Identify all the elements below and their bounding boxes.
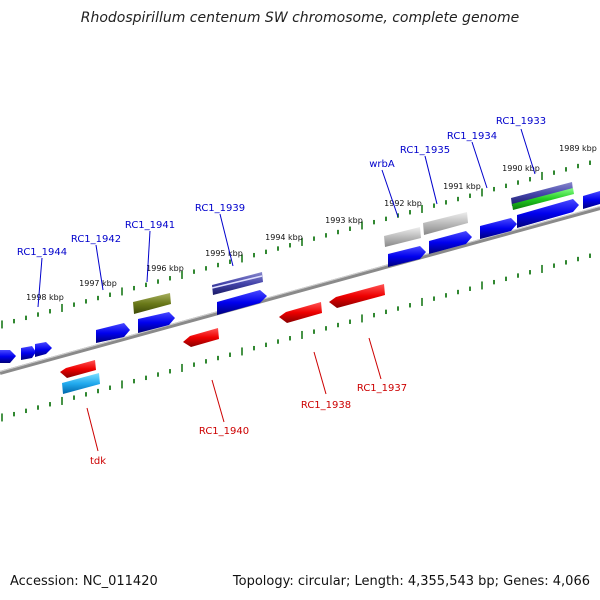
kbp-label: 1998 kbp: [26, 293, 64, 302]
kbp-label: 1989 kbp: [559, 144, 597, 153]
kbp-label: 1996 kbp: [146, 264, 184, 273]
gene-label[interactable]: RC1_1937: [357, 383, 407, 394]
gene-arrow-rc1-1935[interactable]: [423, 212, 468, 235]
gene-stripe: [211, 275, 263, 289]
gene-arrow-rc1-1939[interactable]: [212, 272, 263, 295]
leader-line: [211, 379, 225, 423]
reverse-strand-genes: [60, 284, 385, 394]
gene-label[interactable]: RC1_1942: [71, 234, 121, 245]
kbp-label: 1992 kbp: [384, 199, 422, 208]
gene-arrow[interactable]: [583, 191, 600, 209]
accession-text: Accession: NC_011420: [10, 574, 158, 589]
leader-line: [368, 337, 382, 380]
kbp-label: 1997 kbp: [79, 279, 117, 288]
kbp-label: 1990 kbp: [502, 164, 540, 173]
leader-line: [37, 257, 43, 308]
gene-arrow-wrba[interactable]: [384, 227, 421, 247]
leader-line: [219, 213, 234, 267]
leader-line: [313, 351, 327, 395]
leader-line: [381, 169, 399, 218]
gene-label[interactable]: wrbA: [369, 159, 395, 170]
gene-label[interactable]: tdk: [90, 456, 106, 467]
gene-arrow[interactable]: [517, 199, 579, 228]
leader-line: [95, 244, 104, 291]
reverse-tick-track: [1, 253, 591, 422]
leader-line: [86, 407, 99, 452]
gene-arrow-rc1-1938[interactable]: [279, 302, 322, 323]
gene-label[interactable]: RC1_1940: [199, 426, 249, 437]
gene-arrow[interactable]: [35, 342, 52, 357]
gene-arrow[interactable]: [138, 312, 175, 333]
forward-strand-genes: [0, 182, 600, 363]
gene-arrow-green[interactable]: [512, 188, 574, 210]
gene-arrow[interactable]: [96, 323, 130, 343]
chromosome-backbone-highlight: [0, 206, 600, 372]
leader-line: [424, 155, 438, 205]
kbp-label: 1991 kbp: [443, 182, 481, 191]
page-title: Rhodospirillum centenum SW chromosome, c…: [81, 10, 520, 26]
leader-line: [520, 128, 536, 175]
leader-line: [471, 141, 488, 189]
gene-arrow-rc1-1940[interactable]: [183, 328, 219, 347]
leader-line: [146, 230, 151, 283]
gene-arrow-rc1-1941[interactable]: [133, 293, 171, 314]
gene-arrow[interactable]: [21, 346, 36, 360]
gene-arrow-rc1-1937[interactable]: [329, 284, 385, 308]
kbp-tick-track: [1, 160, 591, 329]
gene-label[interactable]: RC1_1941: [125, 220, 175, 231]
chromosome-backbone: [0, 206, 600, 375]
topology-summary: Topology: circular; Length: 4,355,543 bp…: [232, 574, 590, 589]
gene-arrow[interactable]: [217, 290, 267, 315]
gene-arrow[interactable]: [429, 231, 472, 254]
gene-arrow[interactable]: [0, 350, 16, 363]
gene-arrow-tdk[interactable]: [62, 373, 100, 394]
kbp-label: 1994 kbp: [265, 233, 303, 242]
gene-label[interactable]: RC1_1935: [400, 145, 450, 156]
kbp-label: 1993 kbp: [325, 216, 363, 225]
gene-arrow[interactable]: [388, 246, 426, 267]
gene-label[interactable]: RC1_1944: [17, 247, 67, 258]
gene-arrow[interactable]: [480, 218, 517, 239]
gene-label[interactable]: RC1_1939: [195, 203, 245, 214]
gene-arrow-reverse[interactable]: [60, 360, 96, 378]
gene-label[interactable]: RC1_1933: [496, 116, 546, 127]
kbp-label: 1995 kbp: [205, 249, 243, 258]
gene-arrow-rc1-1933[interactable]: [511, 182, 573, 206]
gene-label[interactable]: RC1_1934: [447, 131, 497, 142]
gene-label[interactable]: RC1_1938: [301, 400, 351, 411]
